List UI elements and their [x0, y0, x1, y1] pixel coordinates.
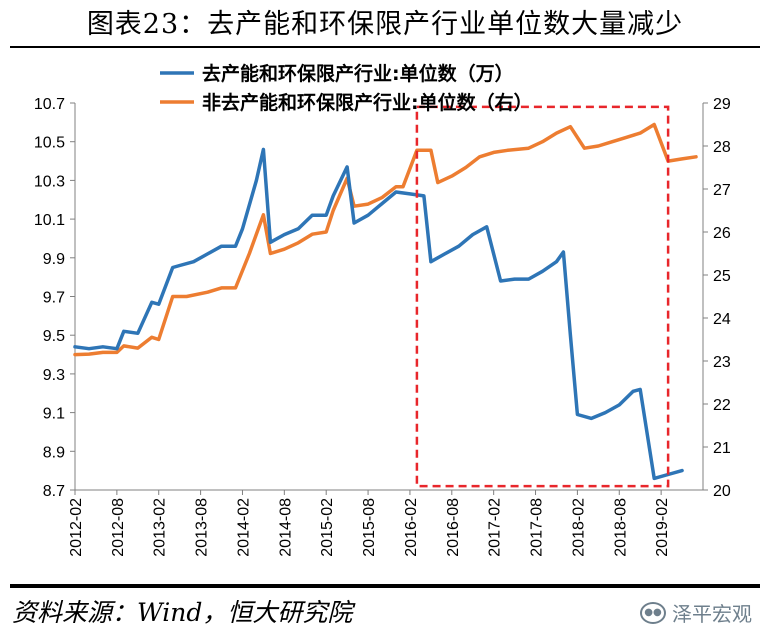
right-tick-label: 21 [713, 440, 731, 457]
right-tick-label: 26 [713, 225, 731, 242]
x-tick-label: 2015-02 [319, 498, 336, 557]
legend-label: 去产能和环保限产行业:单位数（万） [202, 62, 514, 85]
legend: 去产能和环保限产行业:单位数（万） 非去产能和环保限产行业:单位数（右） [160, 62, 533, 114]
footer-divider [10, 584, 760, 588]
chart-axes [74, 103, 704, 491]
right-tick-label: 20 [713, 483, 731, 500]
right-tick-label: 28 [713, 139, 731, 156]
left-tick-label: 9.9 [43, 251, 65, 268]
x-tick-label: 2017-08 [529, 498, 546, 557]
x-tick-label: 2015-08 [361, 498, 378, 557]
left-tick-label: 10.5 [34, 135, 65, 152]
left-tick-label: 9.7 [43, 290, 65, 307]
left-tick-label: 9.5 [43, 328, 65, 345]
legend-label: 非去产能和环保限产行业:单位数（右） [202, 91, 533, 114]
wechat-icon: ●● [640, 601, 666, 624]
left-tick-label: 10.7 [34, 96, 65, 113]
highlight-box [415, 105, 670, 488]
left-tick-label: 10.1 [34, 212, 65, 229]
right-tick-label: 23 [713, 354, 731, 371]
x-tick-label: 2016-02 [403, 498, 420, 557]
x-tick-label: 2018-08 [612, 498, 629, 557]
x-tick-label: 2012-02 [68, 498, 85, 557]
left-tick-label: 9.1 [43, 406, 65, 423]
right-tick-label: 27 [713, 182, 731, 199]
right-tick-label: 24 [713, 311, 731, 328]
x-tick-label: 2012-08 [110, 498, 127, 557]
x-tick-label: 2018-02 [570, 498, 587, 557]
series-line-other-industries [73, 122, 698, 357]
x-tick-label: 2017-02 [487, 498, 504, 557]
chart-title: 图表23：去产能和环保限产行业单位数大量减少 [86, 9, 684, 40]
series-line-production-cut [73, 147, 684, 481]
x-tick-label: 2013-08 [194, 498, 211, 557]
series-layer [73, 122, 698, 481]
left-tick-label: 9.3 [43, 367, 65, 384]
source-note: 资料来源：Wind，恒大研究院 [12, 598, 353, 627]
x-tick-label: 2014-02 [235, 498, 252, 557]
x-tick-label: 2016-08 [445, 498, 462, 557]
left-tick-label: 8.9 [43, 444, 65, 461]
right-tick-label: 22 [713, 397, 731, 414]
x-tick-label: 2014-08 [277, 498, 294, 557]
x-tick-label: 2019-02 [654, 498, 671, 557]
watermark-text: 泽平宏观 [672, 602, 752, 626]
line-chart: 10.7 10.5 10.3 10.1 9.9 9.7 9.5 9.3 9.1 8.9 8.7 29 2… [34, 62, 731, 557]
left-tick-label: 8.7 [43, 483, 65, 500]
watermark: ●● 泽平宏观 [640, 598, 752, 627]
left-tick-label: 10.3 [34, 173, 65, 190]
title-divider [10, 46, 760, 48]
right-tick-label: 25 [713, 268, 731, 285]
x-tick-label: 2013-02 [152, 498, 169, 557]
right-tick-label: 29 [713, 96, 731, 113]
axis-ticks: 10.7 10.5 10.3 10.1 9.9 9.7 9.5 9.3 9.1 8.9 8.7 29 2… [34, 96, 731, 557]
